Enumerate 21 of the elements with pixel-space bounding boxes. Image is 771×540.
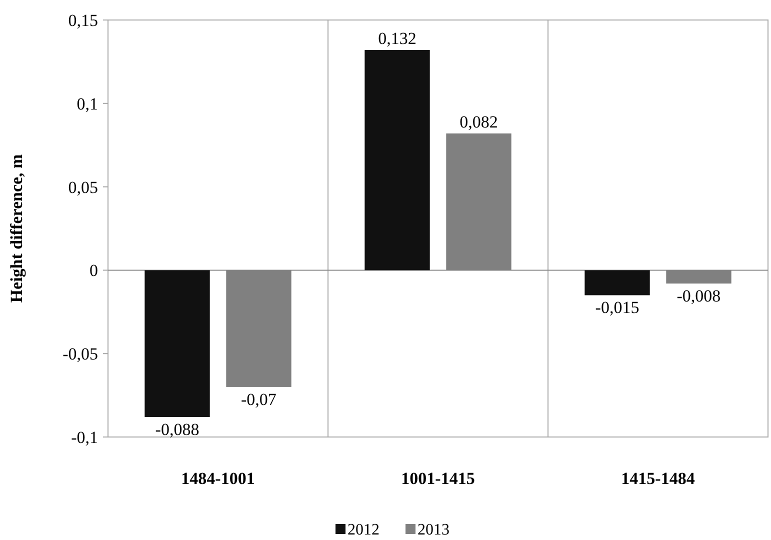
y-tick-label: 0,05 (68, 178, 98, 197)
y-tick-label: 0 (90, 261, 98, 280)
data-label: -0,008 (676, 286, 721, 306)
data-label: -0,088 (155, 420, 200, 439)
y-tick-label: -0,1 (71, 428, 98, 447)
y-tick-label: 0,15 (68, 10, 98, 30)
y-tick-label: 0,1 (76, 94, 98, 114)
data-label: 0,132 (378, 29, 416, 48)
x-tick-label: 1001-1415 (401, 469, 475, 488)
legend-label: 2013 (418, 522, 450, 539)
x-tick-label: 1415-1484 (621, 469, 696, 488)
data-label: -0,07 (241, 390, 277, 409)
bar (584, 270, 650, 296)
bar (144, 270, 210, 417)
x-tick-label: 1484-1001 (181, 469, 255, 488)
bar (364, 50, 430, 270)
legend-label: 2012 (348, 522, 380, 539)
y-axis-title: Height difference, m (7, 154, 26, 303)
data-label: 0,082 (460, 112, 498, 132)
y-tick-label: -0,05 (62, 344, 98, 364)
data-label: -0,015 (595, 298, 640, 318)
